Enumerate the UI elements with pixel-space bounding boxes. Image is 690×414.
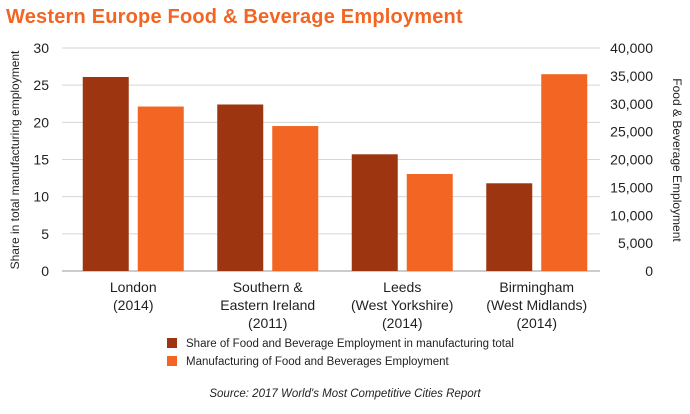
right-tick-label: 40,000 bbox=[610, 40, 653, 56]
chart-title: Western Europe Food & Beverage Employmen… bbox=[6, 6, 463, 28]
bar-share bbox=[82, 76, 129, 272]
right-tick-label: 35,000 bbox=[610, 68, 653, 84]
category-label-line: London bbox=[110, 279, 157, 295]
right-axis-ticks: 0 5,000 10,000 15,000 20,000 25,000 30,000 35,0… bbox=[610, 40, 653, 279]
left-tick-label: 5 bbox=[41, 226, 49, 242]
right-tick-label: 20,000 bbox=[610, 152, 653, 168]
left-axis-title: Share in total manufacturing employment bbox=[8, 50, 22, 269]
right-tick-label: 10,000 bbox=[610, 207, 653, 223]
bar-employment bbox=[541, 74, 588, 271]
category-label: London (2014) bbox=[110, 279, 157, 313]
category-label-line: (2011) bbox=[248, 315, 287, 331]
right-axis-title: Food & Beverage Employment bbox=[670, 78, 684, 242]
category-label-line: (West Yorkshire) bbox=[351, 297, 453, 313]
legend-swatch bbox=[167, 356, 177, 366]
bar-employment bbox=[406, 173, 453, 271]
category-label-line: (2014) bbox=[113, 297, 153, 313]
left-tick-label: 20 bbox=[33, 114, 49, 130]
category-label-line: Eastern Ireland bbox=[220, 297, 315, 313]
legend-label: Share of Food and Beverage Employment in… bbox=[186, 338, 514, 350]
left-tick-label: 0 bbox=[41, 263, 49, 279]
left-tick-label: 30 bbox=[33, 40, 49, 56]
legend-label: Manufacturing of Food and Beverages Empl… bbox=[186, 356, 450, 368]
category-label-line: Leeds bbox=[383, 279, 421, 295]
left-axis-ticks: 0 5 10 15 20 25 30 bbox=[33, 40, 49, 279]
bar-employment bbox=[272, 126, 319, 271]
right-tick-label: 30,000 bbox=[610, 96, 653, 112]
left-tick-label: 10 bbox=[33, 189, 49, 205]
category-labels: London (2014) Southern & Eastern Ireland (20… bbox=[110, 279, 587, 331]
source-note: Source: 2017 World's Most Competitive Ci… bbox=[209, 388, 481, 400]
category-label-line: (2014) bbox=[517, 315, 557, 331]
right-tick-label: 25,000 bbox=[610, 124, 653, 140]
right-tick-label: 0 bbox=[645, 263, 653, 279]
category-label-line: Birmingham bbox=[499, 279, 574, 295]
legend-swatch bbox=[167, 338, 177, 348]
category-label: Leeds (West Yorkshire) (2014) bbox=[351, 279, 453, 331]
bar-employment bbox=[137, 106, 184, 271]
left-tick-label: 25 bbox=[33, 77, 49, 93]
bars bbox=[82, 74, 588, 272]
category-label: Birmingham (West Midlands) (2014) bbox=[486, 279, 587, 331]
left-tick-label: 15 bbox=[33, 152, 49, 168]
category-label-line: Southern & bbox=[233, 279, 304, 295]
category-label: Southern & Eastern Ireland (2011) bbox=[220, 279, 315, 331]
category-label-line: (West Midlands) bbox=[486, 297, 587, 313]
bar-share bbox=[217, 104, 264, 271]
legend: Share of Food and Beverage Employment in… bbox=[167, 338, 514, 368]
bar-share bbox=[486, 183, 533, 271]
category-label-line: (2014) bbox=[382, 315, 422, 331]
right-tick-label: 15,000 bbox=[610, 179, 653, 195]
right-tick-label: 5,000 bbox=[618, 235, 653, 251]
bar-share bbox=[351, 154, 398, 271]
bar-chart: 0 5 10 15 20 25 30 0 5,000 10,000 15,000 20,000 25,… bbox=[8, 40, 684, 368]
